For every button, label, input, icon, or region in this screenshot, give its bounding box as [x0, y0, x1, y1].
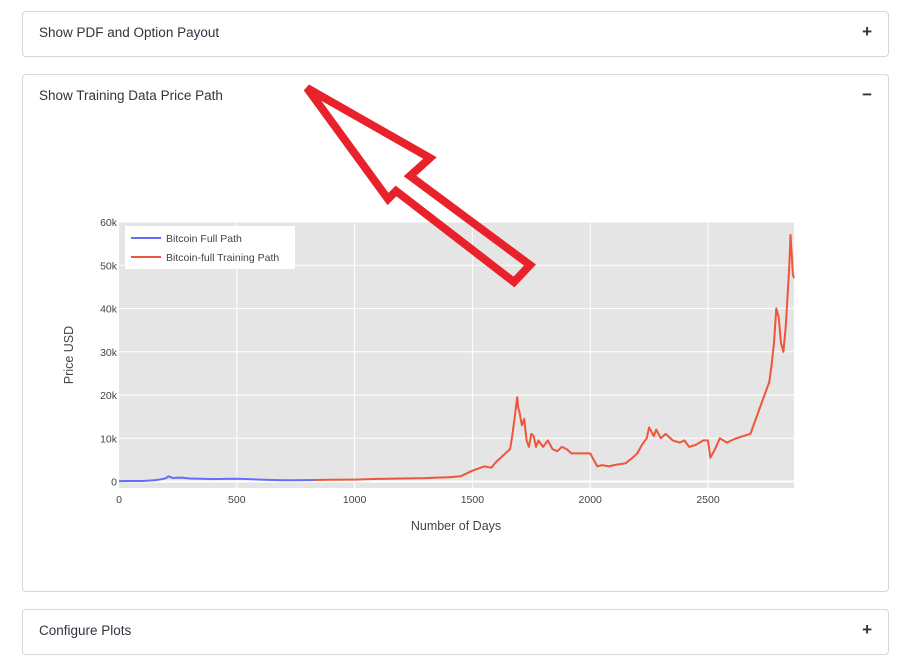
- y-tick-label: 0: [111, 477, 117, 489]
- legend-label-bitcoin-full-path[interactable]: Bitcoin Full Path: [166, 233, 242, 245]
- expander-title: Configure Plots: [39, 623, 132, 638]
- x-tick-label: 2500: [696, 494, 720, 506]
- x-tick-label: 2000: [579, 494, 603, 506]
- y-tick-label: 50k: [100, 260, 118, 272]
- x-tick-labels: 0 500 1000 1500 2000 2500: [116, 494, 720, 506]
- y-tick-label: 40k: [100, 304, 118, 316]
- x-tick-label: 1000: [343, 494, 367, 506]
- expander-configure-plots[interactable]: Configure Plots +: [22, 609, 889, 655]
- series-line-bitcoin-full-training-path: [314, 234, 795, 481]
- y-tick-label: 20k: [100, 390, 118, 402]
- x-tick-label: 0: [116, 494, 122, 506]
- collapse-minus-icon[interactable]: −: [862, 85, 872, 104]
- x-tick-label: 500: [228, 494, 246, 506]
- expander-header[interactable]: Show Training Data Price Path −: [23, 75, 888, 119]
- series-line-bitcoin-full-path: [118, 475, 315, 483]
- y-tick-labels: 0 10k 20k 30k 40k 50k 60k: [100, 217, 118, 489]
- legend[interactable]: Bitcoin Full Path Bitcoin-full Training …: [125, 226, 295, 269]
- legend-label-bitcoin-full-training-path[interactable]: Bitcoin-full Training Path: [166, 252, 279, 264]
- legend-background: [125, 226, 295, 269]
- expand-plus-icon[interactable]: +: [862, 22, 872, 41]
- expander-title: Show PDF and Option Payout: [39, 25, 220, 40]
- x-axis-title: Number of Days: [411, 519, 501, 533]
- series-lines: [118, 234, 795, 483]
- expander-header[interactable]: Configure Plots +: [23, 610, 888, 654]
- expander-pdf-option-payout[interactable]: Show PDF and Option Payout +: [22, 11, 889, 57]
- y-tick-label: 30k: [100, 347, 118, 359]
- x-tick-label: 1500: [461, 494, 485, 506]
- red-arrow-outline-icon: [303, 84, 536, 288]
- y-axis-title: Price USD: [62, 326, 76, 384]
- expander-header[interactable]: Show PDF and Option Payout +: [23, 12, 888, 56]
- y-tick-label: 10k: [100, 433, 118, 445]
- expander-title: Show Training Data Price Path: [39, 88, 223, 103]
- expand-plus-icon[interactable]: +: [862, 620, 872, 639]
- y-tick-label: 60k: [100, 217, 118, 229]
